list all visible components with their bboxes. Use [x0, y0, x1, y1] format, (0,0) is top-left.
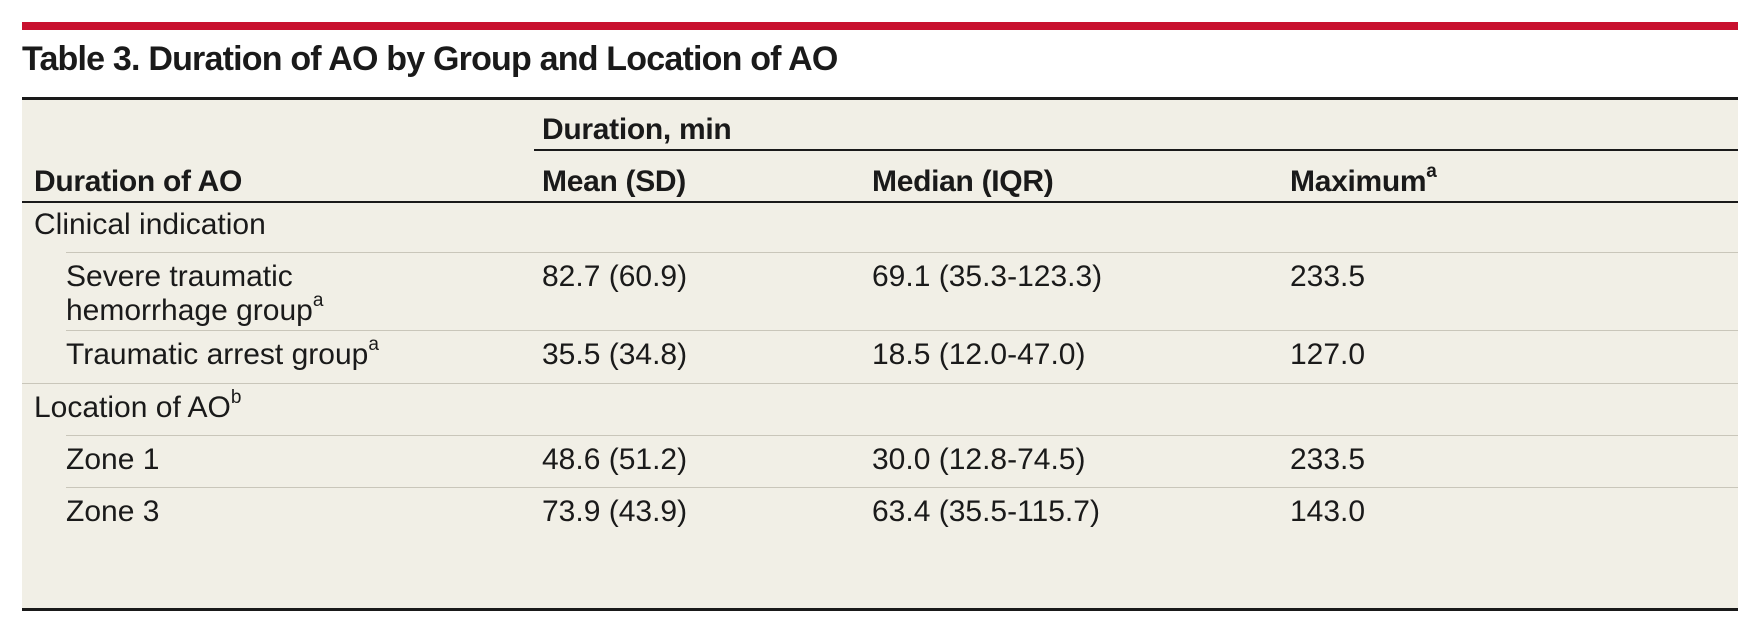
footnote-marker: a	[1426, 161, 1437, 182]
table-row-label: Severe traumatic	[66, 260, 293, 293]
cell-maximum: 233.5	[1290, 443, 1366, 476]
row-divider	[66, 330, 1738, 331]
column-group-header: Duration, min	[542, 113, 732, 146]
footnote-marker: b	[230, 387, 242, 408]
column-header-median-iqr: Median (IQR)	[872, 165, 1054, 198]
cell-mean-sd: 48.6 (51.2)	[542, 443, 688, 476]
cell-mean-sd: 35.5 (34.8)	[542, 338, 688, 371]
footnote-marker: a	[368, 334, 379, 355]
cell-median-iqr: 18.5 (12.0-47.0)	[872, 338, 1086, 371]
row-divider	[66, 487, 1738, 488]
section-label-clinical-indication: Clinical indication	[34, 208, 266, 241]
section-divider	[22, 383, 1738, 384]
cell-median-iqr: 30.0 (12.8-74.5)	[872, 443, 1086, 476]
row-label-header: Duration of AO	[34, 165, 242, 198]
table-row-label: Zone 3	[66, 495, 160, 528]
cell-mean-sd: 73.9 (43.9)	[542, 495, 688, 528]
accent-rule	[22, 22, 1738, 30]
table-title: Table 3. Duration of AO by Group and Loc…	[22, 40, 838, 78]
cell-maximum: 143.0	[1290, 495, 1366, 528]
column-header-maximum: Maximuma	[1290, 161, 1437, 198]
table-row-label-continued: hemorrhage groupa	[66, 290, 324, 327]
cell-median-iqr: 63.4 (35.5-115.7)	[872, 495, 1100, 528]
table-row-label: Zone 1	[66, 443, 160, 476]
column-header-mean-sd: Mean (SD)	[542, 165, 686, 198]
header-rule	[22, 201, 1738, 203]
cell-mean-sd: 82.7 (60.9)	[542, 260, 688, 293]
column-group-rule	[534, 149, 1738, 151]
data-table: Duration, min Duration of AO Mean (SD) M…	[22, 97, 1738, 611]
section-label-location: Location of AOb	[34, 387, 242, 424]
cell-maximum: 127.0	[1290, 338, 1366, 371]
cell-median-iqr: 69.1 (35.3-123.3)	[872, 260, 1103, 293]
row-divider	[66, 252, 1738, 253]
cell-maximum: 233.5	[1290, 260, 1366, 293]
footnote-marker: a	[312, 290, 324, 311]
row-divider	[66, 435, 1738, 436]
table-row-label: Traumatic arrest groupa	[66, 334, 379, 371]
